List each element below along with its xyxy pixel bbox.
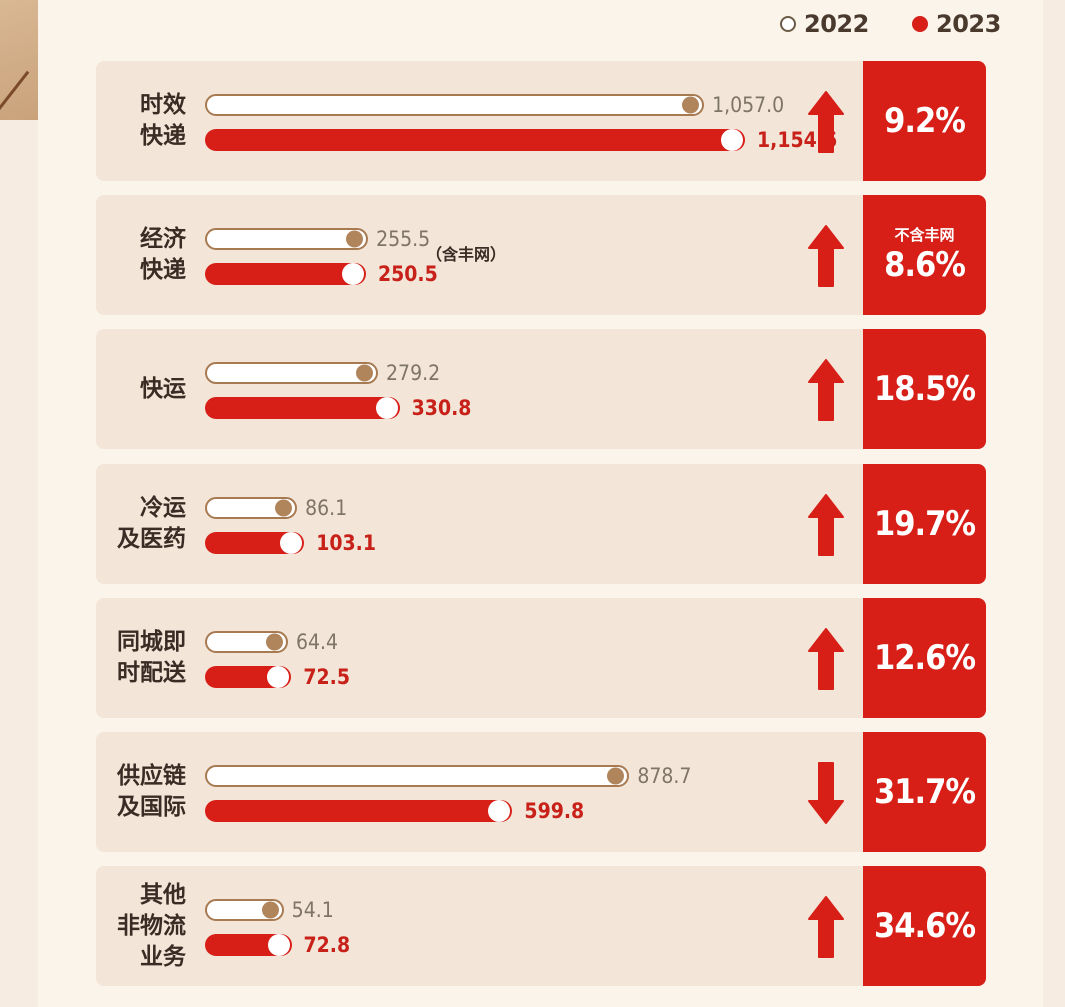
- change-percent: 19.7%: [873, 503, 976, 544]
- bar-2022: [205, 765, 630, 787]
- category-label-line: 供应链: [117, 763, 186, 789]
- chart-row: 同城即时配送 64.4 72.5 12.6%: [94, 597, 986, 718]
- change-box: 34.6%: [863, 866, 986, 987]
- chart-row: 时效 快递 1,057.0 1,154.6 9.2%: [96, 61, 986, 181]
- category-label: 其他非物流业务: [94, 866, 186, 986]
- change-box: 19.7%: [863, 463, 986, 584]
- value-label-2023: 599.8: [524, 799, 585, 823]
- value-label-2023: 330.8: [411, 396, 472, 421]
- category-label-line: 快递: [140, 123, 186, 149]
- bar-2022-knob: [275, 499, 293, 517]
- category-label-line: 非物流: [117, 912, 186, 939]
- legend-label-2023: 2023: [936, 10, 1001, 38]
- value-label-2022: 64.4: [295, 629, 339, 654]
- chart-row: 其他非物流业务 54.1 72.8 34.6%: [94, 866, 986, 987]
- arrow-up-icon: [808, 91, 844, 153]
- category-label: 同城即 时配送: [94, 598, 186, 718]
- category-label-line: 快运: [140, 375, 186, 402]
- value-label-2023: 72.8: [303, 933, 351, 958]
- arrow-down-icon: [808, 762, 844, 824]
- bar-2022-knob: [607, 767, 625, 785]
- bar-2022: [205, 362, 379, 385]
- bar-2023-knob: [267, 665, 290, 688]
- bar-2022-knob: [261, 901, 279, 919]
- category-label: 快运: [94, 329, 186, 449]
- change-box: 31.7%: [863, 732, 986, 852]
- category-label-line: 时配送: [117, 659, 186, 686]
- change-percent: 9.2%: [884, 101, 966, 141]
- value-label-2022: 1,057.0: [712, 93, 785, 117]
- arrow-up-icon: [808, 493, 844, 556]
- category-label-line: 同城即: [117, 628, 186, 655]
- legend-item-2023: 2023: [912, 8, 1001, 40]
- chart-row: 快运 279.2 330.8 18.5%: [94, 329, 986, 450]
- category-label: 供应链 及国际: [94, 732, 186, 852]
- bar-2023-knob: [280, 531, 303, 554]
- change-box: 18.5%: [863, 329, 986, 450]
- category-label-line: 及国际: [117, 794, 186, 820]
- category-label-line: 业务: [140, 943, 186, 970]
- bar-2023: [205, 263, 366, 286]
- bar-2022-knob: [265, 633, 283, 651]
- change-box: 不含丰网 8.6%: [863, 195, 986, 316]
- category-label-line: 冷运: [140, 494, 186, 521]
- change-percent: 12.6%: [873, 637, 976, 678]
- bar-2022: [205, 228, 369, 251]
- bar-2022-knob: [346, 230, 364, 248]
- bar-2023-knob: [721, 129, 743, 151]
- value-label-2022: 86.1: [305, 495, 348, 520]
- chart-row: 供应链及国际 878.7 599.8 31.7%: [96, 732, 986, 852]
- legend-dot-2023: [912, 16, 928, 32]
- value-label-2022: 54.1: [291, 898, 334, 923]
- legend-label-2022: 2022: [804, 10, 869, 38]
- bar-2023: [205, 129, 745, 151]
- bar-2022: [205, 899, 284, 922]
- value-label-2023: 72.5: [303, 664, 351, 689]
- bar-2023-knob: [267, 934, 290, 957]
- arrow-up-icon: [808, 627, 844, 690]
- category-label-line: 及医药: [117, 525, 186, 552]
- change-box: 9.2%: [863, 61, 986, 181]
- bar-2022-knob: [682, 96, 700, 114]
- arrow-up-icon: [808, 225, 844, 288]
- bar-2022-knob: [356, 364, 374, 382]
- arrow-up-icon: [808, 359, 844, 422]
- bar-2023: [205, 397, 400, 420]
- bar-2023: [205, 531, 305, 554]
- bar-2023: [205, 934, 292, 957]
- value-label-2023: 250.5: [378, 262, 438, 287]
- category-label: 时效 快递: [94, 61, 186, 181]
- value-note: （含丰网）: [426, 245, 507, 265]
- category-label: 冷运及医药: [94, 464, 186, 584]
- bar-2023-knob: [488, 800, 511, 822]
- bar-2022: [205, 94, 705, 116]
- change-note: 不含丰网: [894, 226, 955, 245]
- bar-2023: [205, 665, 292, 688]
- bar-2022: [205, 496, 298, 519]
- category-label-line: 其他: [140, 881, 186, 908]
- change-box: 12.6%: [863, 597, 986, 718]
- value-label-2022: 878.7: [637, 764, 692, 788]
- category-label: 经济 快递: [94, 195, 186, 315]
- value-label-2022: 255.5: [376, 227, 431, 252]
- change-percent: 31.7%: [873, 772, 976, 812]
- bar-2023-knob: [375, 397, 398, 420]
- chart-row: 经济快递 255.5 250.5 （含丰网） 不含丰网 8.6%: [94, 195, 986, 316]
- value-label-2023: 103.1: [316, 530, 376, 555]
- category-label-line: 时效: [140, 92, 186, 118]
- arrow-up-icon: [808, 896, 844, 959]
- change-percent: 8.6%: [884, 245, 966, 286]
- bar-2023-knob: [342, 263, 364, 286]
- legend-item-2022: 2022: [780, 8, 869, 40]
- category-label-line: 经济: [140, 226, 186, 253]
- bar-2022: [205, 630, 288, 653]
- category-label-line: 快递: [140, 257, 186, 284]
- legend-dot-2022: [780, 16, 796, 32]
- change-percent: 34.6%: [873, 906, 976, 947]
- chart-row: 冷运及医药 86.1 103.1 19.7%: [94, 463, 986, 584]
- bar-2023: [205, 800, 513, 822]
- change-percent: 18.5%: [873, 369, 976, 410]
- value-label-2022: 279.2: [386, 361, 441, 386]
